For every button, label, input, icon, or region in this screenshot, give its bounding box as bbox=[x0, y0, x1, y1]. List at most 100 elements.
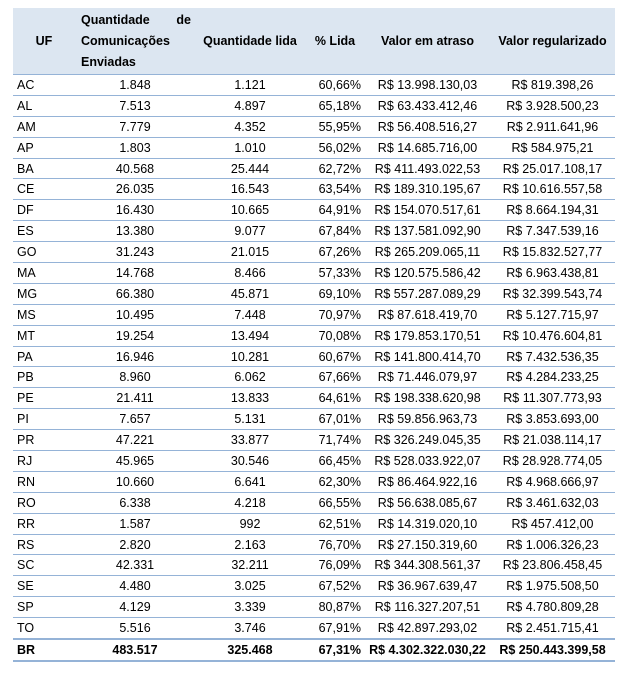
cell-valor-atraso: R$ 4.302.322.030,22 bbox=[365, 638, 490, 663]
cell-qtd-enviadas: 8.960 bbox=[75, 366, 195, 389]
cell-uf: PR bbox=[13, 429, 75, 452]
cell-valor-regularizado: R$ 3.853.693,00 bbox=[490, 408, 615, 431]
cell-pct-lida: 63,54% bbox=[305, 178, 365, 201]
cell-valor-regularizado: R$ 25.017.108,17 bbox=[490, 158, 615, 180]
uf-summary-table: UF Quantidade de Comunicações Enviadas Q… bbox=[13, 8, 615, 663]
cell-qtd-lida: 10.281 bbox=[195, 346, 305, 368]
cell-valor-regularizado: R$ 23.806.458,45 bbox=[490, 554, 615, 577]
cell-pct-lida: 67,91% bbox=[305, 617, 365, 640]
cell-pct-lida: 67,26% bbox=[305, 241, 365, 264]
table-row: GO 31.243 21.015 67,26% R$ 265.209.065,11 R$ … bbox=[13, 241, 615, 264]
cell-qtd-lida: 10.665 bbox=[195, 199, 305, 222]
header-uf: UF bbox=[13, 8, 75, 75]
cell-qtd-lida: 45.871 bbox=[195, 283, 305, 305]
cell-valor-regularizado: R$ 8.664.194,31 bbox=[490, 199, 615, 222]
header-valor-atraso: Valor em atraso bbox=[365, 8, 490, 75]
table-row: PA 16.946 10.281 60,67% R$ 141.800.414,70 R$ … bbox=[13, 346, 615, 368]
cell-qtd-lida: 13.833 bbox=[195, 387, 305, 410]
cell-qtd-enviadas: 45.965 bbox=[75, 450, 195, 472]
cell-pct-lida: 80,87% bbox=[305, 596, 365, 619]
cell-valor-atraso: R$ 63.433.412,46 bbox=[365, 95, 490, 117]
cell-pct-lida: 66,55% bbox=[305, 492, 365, 514]
cell-uf: SP bbox=[13, 596, 75, 619]
cell-pct-lida: 70,97% bbox=[305, 304, 365, 326]
cell-pct-lida: 57,33% bbox=[305, 262, 365, 284]
cell-valor-regularizado: R$ 4.780.809,28 bbox=[490, 596, 615, 619]
table-row: ES 13.380 9.077 67,84% R$ 137.581.092,90 R$ 7… bbox=[13, 220, 615, 243]
cell-valor-regularizado: R$ 10.616.557,58 bbox=[490, 178, 615, 201]
cell-valor-regularizado: R$ 10.476.604,81 bbox=[490, 325, 615, 347]
cell-valor-atraso: R$ 344.308.561,37 bbox=[365, 554, 490, 577]
cell-valor-atraso: R$ 56.408.516,27 bbox=[365, 116, 490, 138]
cell-qtd-enviadas: 7.657 bbox=[75, 408, 195, 431]
cell-qtd-enviadas: 66.380 bbox=[75, 283, 195, 305]
cell-valor-atraso: R$ 198.338.620,98 bbox=[365, 387, 490, 410]
cell-valor-regularizado: R$ 32.399.543,74 bbox=[490, 283, 615, 305]
cell-uf: PI bbox=[13, 408, 75, 431]
cell-pct-lida: 67,31% bbox=[305, 638, 365, 663]
cell-valor-atraso: R$ 14.685.716,00 bbox=[365, 137, 490, 159]
cell-qtd-lida: 21.015 bbox=[195, 241, 305, 264]
cell-qtd-lida: 7.448 bbox=[195, 304, 305, 326]
cell-uf: RS bbox=[13, 534, 75, 556]
cell-uf: AM bbox=[13, 116, 75, 138]
cell-valor-atraso: R$ 14.319.020,10 bbox=[365, 513, 490, 535]
table-row: AM 7.779 4.352 55,95% R$ 56.408.516,27 R$ 2.9… bbox=[13, 116, 615, 138]
cell-valor-regularizado: R$ 457.412,00 bbox=[490, 513, 615, 535]
table-row: SP 4.129 3.339 80,87% R$ 116.327.207,51 R$ 4.… bbox=[13, 596, 615, 619]
cell-qtd-lida: 13.494 bbox=[195, 325, 305, 347]
cell-valor-atraso: R$ 179.853.170,51 bbox=[365, 325, 490, 347]
cell-valor-regularizado: R$ 7.432.536,35 bbox=[490, 346, 615, 368]
table-row: SE 4.480 3.025 67,52% R$ 36.967.639,47 R$ 1.9… bbox=[13, 575, 615, 598]
cell-qtd-enviadas: 31.243 bbox=[75, 241, 195, 264]
cell-qtd-lida: 32.211 bbox=[195, 554, 305, 577]
table-row: PI 7.657 5.131 67,01% R$ 59.856.963,73 R$ 3.8… bbox=[13, 408, 615, 431]
cell-pct-lida: 67,84% bbox=[305, 220, 365, 243]
table-row: PR 47.221 33.877 71,74% R$ 326.249.045,35 R$ … bbox=[13, 429, 615, 452]
header-pct-lida: % Lida bbox=[305, 8, 365, 75]
table-row: CE 26.035 16.543 63,54% R$ 189.310.195,67 R$ … bbox=[13, 178, 615, 201]
cell-qtd-lida: 9.077 bbox=[195, 220, 305, 243]
cell-valor-atraso: R$ 42.897.293,02 bbox=[365, 617, 490, 640]
cell-uf: RO bbox=[13, 492, 75, 514]
cell-qtd-enviadas: 47.221 bbox=[75, 429, 195, 452]
cell-valor-regularizado: R$ 584.975,21 bbox=[490, 137, 615, 159]
cell-valor-atraso: R$ 528.033.922,07 bbox=[365, 450, 490, 472]
cell-uf: PB bbox=[13, 366, 75, 389]
cell-valor-atraso: R$ 87.618.419,70 bbox=[365, 304, 490, 326]
cell-qtd-enviadas: 14.768 bbox=[75, 262, 195, 284]
cell-valor-atraso: R$ 27.150.319,60 bbox=[365, 534, 490, 556]
cell-valor-atraso: R$ 116.327.207,51 bbox=[365, 596, 490, 619]
table-row: BA 40.568 25.444 62,72% R$ 411.493.022,53 R$ … bbox=[13, 158, 615, 180]
cell-qtd-enviadas: 42.331 bbox=[75, 554, 195, 577]
cell-pct-lida: 65,18% bbox=[305, 95, 365, 117]
cell-qtd-lida: 4.897 bbox=[195, 95, 305, 117]
cell-valor-atraso: R$ 154.070.517,61 bbox=[365, 199, 490, 222]
cell-valor-atraso: R$ 265.209.065,11 bbox=[365, 241, 490, 264]
cell-valor-atraso: R$ 189.310.195,67 bbox=[365, 178, 490, 201]
cell-pct-lida: 60,66% bbox=[305, 74, 365, 96]
cell-valor-atraso: R$ 326.249.045,35 bbox=[365, 429, 490, 452]
cell-valor-regularizado: R$ 3.928.500,23 bbox=[490, 95, 615, 117]
cell-qtd-lida: 2.163 bbox=[195, 534, 305, 556]
cell-valor-regularizado: R$ 6.963.438,81 bbox=[490, 262, 615, 284]
cell-qtd-enviadas: 1.803 bbox=[75, 137, 195, 159]
cell-uf: ES bbox=[13, 220, 75, 243]
cell-qtd-lida: 6.062 bbox=[195, 366, 305, 389]
cell-valor-atraso: R$ 59.856.963,73 bbox=[365, 408, 490, 431]
cell-valor-regularizado: R$ 1.975.508,50 bbox=[490, 575, 615, 598]
cell-qtd-enviadas: 10.495 bbox=[75, 304, 195, 326]
cell-qtd-lida: 1.121 bbox=[195, 74, 305, 96]
header-row: UF Quantidade de Comunicações Enviadas Q… bbox=[13, 8, 615, 75]
cell-uf: AL bbox=[13, 95, 75, 117]
cell-valor-regularizado: R$ 1.006.326,23 bbox=[490, 534, 615, 556]
table-row: MG 66.380 45.871 69,10% R$ 557.287.089,29 R$ … bbox=[13, 283, 615, 305]
cell-valor-atraso: R$ 557.287.089,29 bbox=[365, 283, 490, 305]
table-row: MA 14.768 8.466 57,33% R$ 120.575.586,42 R$ 6… bbox=[13, 262, 615, 284]
cell-qtd-lida: 4.352 bbox=[195, 116, 305, 138]
cell-valor-regularizado: R$ 250.443.399,58 bbox=[490, 638, 615, 663]
cell-qtd-enviadas: 1.587 bbox=[75, 513, 195, 535]
cell-valor-regularizado: R$ 5.127.715,97 bbox=[490, 304, 615, 326]
table-row: SC 42.331 32.211 76,09% R$ 344.308.561,37 R$ … bbox=[13, 554, 615, 577]
cell-valor-regularizado: R$ 21.038.114,17 bbox=[490, 429, 615, 452]
